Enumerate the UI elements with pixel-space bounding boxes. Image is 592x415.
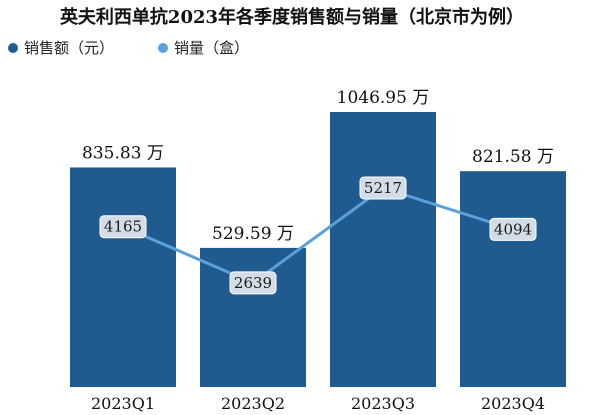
bar-value-label-2023Q4: 821.58 万 [472, 147, 554, 167]
volume-label-box-2023Q2 [229, 271, 277, 295]
bar-labels-layer: 835.83 万 529.59 万 1046.95 万 821.58 万 [82, 88, 554, 244]
volume-label-box-2023Q1 [99, 215, 147, 239]
bar-2023Q4 [460, 171, 566, 387]
volume-label-2023Q1: 4165 [104, 218, 142, 236]
volume-line [122, 186, 514, 285]
volume-label-2023Q4: 4094 [494, 220, 532, 238]
bar-2023Q3 [330, 112, 436, 387]
x-axis-tick-labels: 2023Q1 2023Q2 2023Q3 2023Q4 [91, 394, 545, 413]
x-tick-label-2023Q1: 2023Q1 [91, 394, 155, 413]
volume-labels-layer: 4165 2639 5217 4094 [99, 176, 537, 295]
x-tick-label-2023Q3: 2023Q3 [351, 394, 415, 413]
legend-label-sales-volume: 销量（盒） [174, 39, 249, 57]
volume-label-box-2023Q4 [489, 217, 537, 241]
legend-swatch-sales-volume [158, 43, 168, 53]
legend-label-sales-amount: 销售额（元） [24, 39, 114, 57]
volume-label-box-2023Q3 [359, 176, 407, 200]
volume-label-2023Q3: 5217 [364, 179, 402, 197]
bar-2023Q2 [200, 247, 306, 387]
volume-label-2023Q2: 2639 [234, 274, 272, 292]
bar-value-label-2023Q2: 529.59 万 [212, 224, 294, 244]
legend: 销售额（元） 销量（盒） [8, 39, 249, 57]
bar-value-label-2023Q1: 835.83 万 [82, 143, 164, 163]
x-tick-label-2023Q2: 2023Q2 [221, 394, 285, 413]
bar-2023Q1 [70, 167, 176, 387]
x-tick-label-2023Q4: 2023Q4 [481, 394, 545, 413]
legend-swatch-sales-amount [8, 43, 18, 53]
bar-value-label-2023Q3: 1046.95 万 [337, 88, 430, 108]
bars-layer [70, 112, 566, 387]
chart-title: 英夫利西单抗2023年各季度销售额与销量（北京市为例） [59, 6, 524, 28]
volume-line-layer [121, 186, 515, 285]
